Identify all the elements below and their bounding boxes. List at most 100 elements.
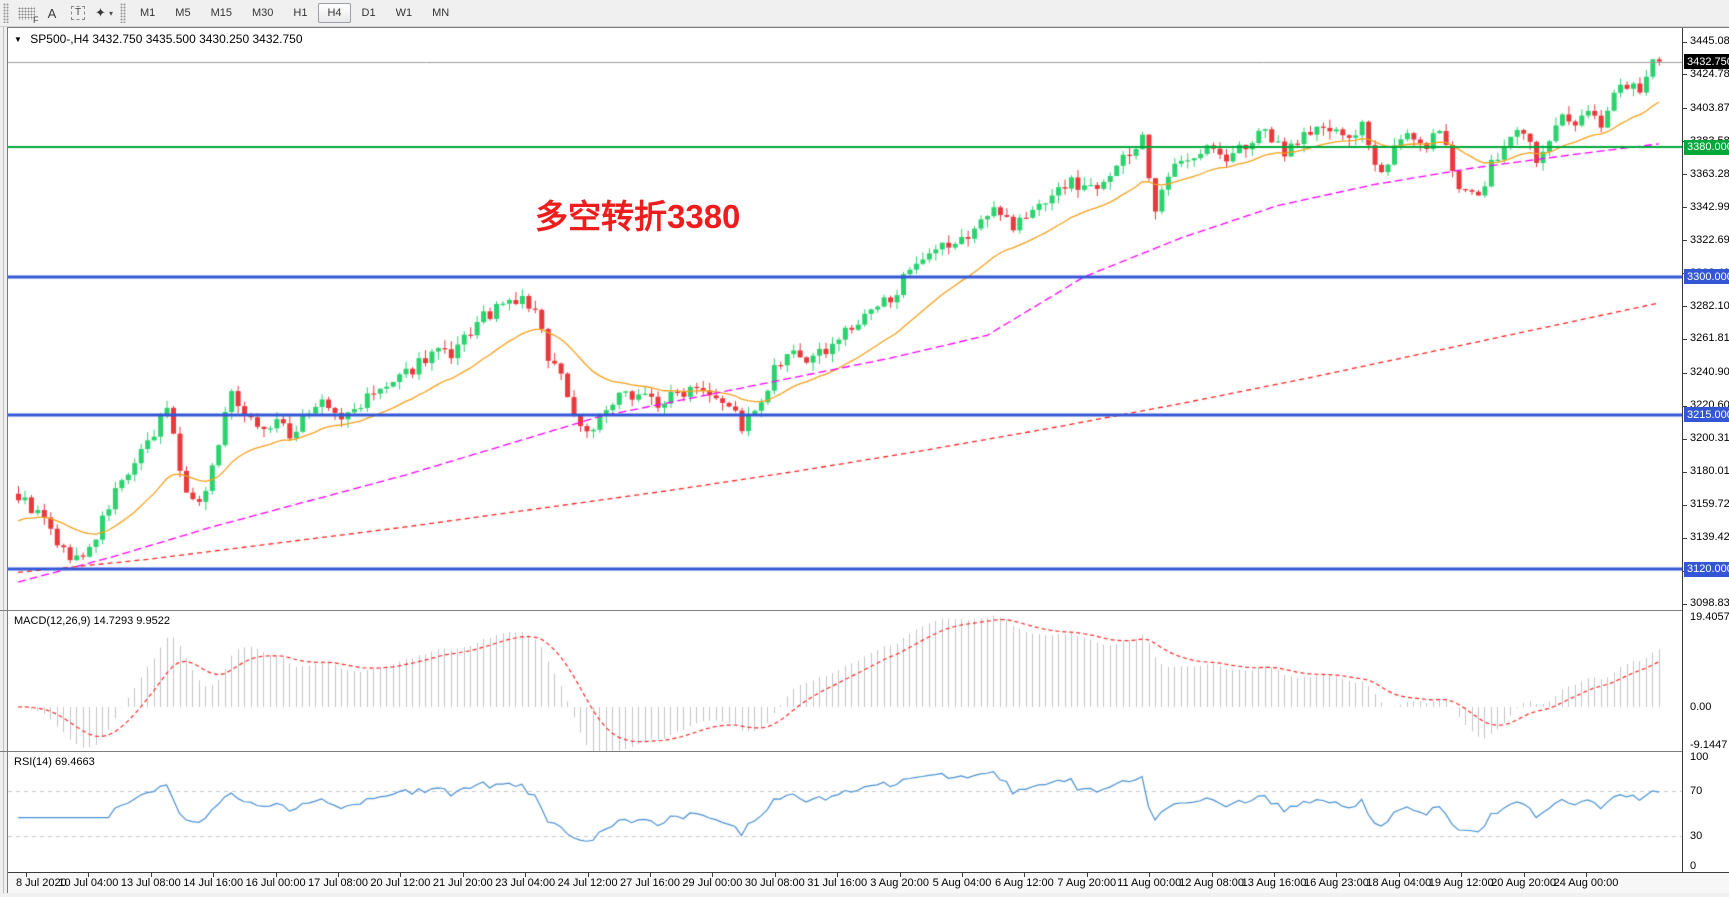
price-axis-tick (1682, 406, 1687, 407)
time-axis-tick (338, 873, 339, 877)
chart-title-dropdown-icon[interactable]: ▼ (14, 35, 22, 44)
timeframe-D1-button[interactable]: D1 (361, 7, 376, 19)
tool-text-box-button[interactable]: T (66, 2, 90, 24)
macd-chart-canvas[interactable] (8, 611, 1682, 751)
time-axis-tick (1461, 873, 1463, 877)
timeframe-H1-button[interactable]: H1 (293, 7, 308, 19)
rsi-chart-canvas[interactable] (8, 752, 1682, 872)
price-axis-label: 3261.810 (1690, 332, 1729, 345)
time-axis-tick (899, 873, 901, 877)
current-price-badge: 3432.750 (1684, 54, 1729, 69)
time-axis-label: 31 Jul 16:00 (807, 877, 868, 889)
time-axis-tick (837, 873, 839, 877)
price-axis-tick (1682, 207, 1687, 208)
price-axis-tick (1682, 306, 1687, 307)
price-axis-tick (1682, 108, 1687, 109)
time-axis-tick (1586, 873, 1587, 877)
toolbar-gripper[interactable] (3, 3, 9, 23)
price-level-badge: 3380.000 (1684, 139, 1729, 155)
text-box-icon: T (70, 6, 86, 20)
timeframe-MN-button[interactable]: MN (432, 7, 450, 19)
price-axis-label: 3159.720 (1690, 498, 1729, 511)
left-splitter[interactable] (3, 27, 4, 893)
price-axis-tick (1682, 74, 1687, 75)
price-axis-tick (1682, 505, 1687, 506)
timeframe-toolbar-gripper[interactable] (120, 3, 126, 23)
time-axis-tick (400, 873, 402, 877)
time-axis-label: 30 Jul 08:00 (744, 877, 805, 889)
toolbar-timeframes: M1 M5 M15 M30 H1 H4 D1 W1 MN (130, 0, 459, 26)
price-axis-label: 3403.875 (1690, 101, 1729, 114)
pane-separator-1[interactable] (0, 610, 1729, 611)
time-axis-tick (213, 873, 215, 877)
time-axis-label: 20 Aug 20:00 (1491, 877, 1557, 889)
price-axis-tick (1682, 439, 1687, 440)
time-axis-tick (1523, 873, 1525, 877)
macd-axis-label: 19.4057 (1690, 610, 1729, 623)
tool-arrows-button[interactable]: ✦ ▾ (92, 2, 116, 24)
time-axis-tick (587, 873, 589, 877)
time-axis-tick (774, 873, 776, 877)
price-axis-tick (1682, 604, 1687, 605)
timeframe-W1-button[interactable]: W1 (395, 7, 413, 19)
time-axis-tick (1086, 873, 1088, 877)
rsi-axis-label: 70 (1690, 785, 1703, 797)
tool-f-grid-button[interactable]: F (14, 2, 39, 25)
timeframe-M5-button[interactable]: M5 (175, 7, 191, 19)
time-axis-label: 29 Jul 00:00 (682, 877, 743, 889)
rsi-axis-label: 30 (1690, 829, 1703, 842)
price-axis-label: 3098.835 (1690, 597, 1729, 610)
price-axis-tick (1682, 174, 1687, 175)
time-axis-label: 20 Jul 12:00 (370, 877, 431, 889)
macd-axis-label: 0.00 (1690, 701, 1712, 713)
price-axis-label: 3322.695 (1690, 233, 1729, 246)
price-axis-label: 3200.310 (1690, 432, 1729, 445)
time-axis-label: 14 Jul 16:00 (183, 877, 244, 889)
time-axis-label: 17 Jul 08:00 (308, 877, 368, 889)
ohlc-readout: 3432.750 3435.500 3430.250 3432.750 (92, 32, 303, 46)
pane-separator-2[interactable] (0, 751, 1729, 752)
time-axis-tick (1211, 873, 1213, 877)
timeframe-H4-button[interactable]: H4 (318, 3, 351, 23)
price-level-badge: 3120.000 (1684, 561, 1729, 577)
price-axis-tick (1682, 472, 1687, 473)
chart-title: ▼ SP500-,H4 3432.750 3435.500 3430.250 3… (14, 32, 303, 46)
price-axis-tick (1682, 538, 1687, 539)
price-axis-tick (1682, 42, 1687, 43)
price-axis-label: 3282.105 (1690, 299, 1729, 312)
time-axis-tick (275, 873, 277, 877)
price-chart-canvas[interactable] (8, 28, 1682, 610)
time-axis-label: 24 Aug 00:00 (1553, 877, 1619, 889)
price-axis[interactable] (1682, 28, 1729, 872)
toolbar: F A T ✦ ▾ M1 M5 M15 M30 H1 H4 D1 W1 MN (0, 0, 1729, 27)
timeframe-M30-button[interactable]: M30 (251, 7, 274, 19)
time-axis-label: 10 Jul 04:00 (58, 877, 119, 889)
window-bottom-edge (0, 893, 1729, 897)
price-axis-label: 3240.900 (1690, 366, 1729, 379)
arrows-tool-icon: ✦ (95, 5, 106, 20)
dropdown-caret-icon[interactable]: ▾ (108, 8, 113, 18)
time-axis-label: 19 Aug 12:00 (1428, 877, 1494, 889)
time-axis-tick (26, 873, 27, 877)
time-axis-label: 13 Aug 16:00 (1241, 877, 1307, 889)
time-axis-label: 5 Aug 04:00 (932, 877, 992, 889)
price-axis-label: 3342.990 (1690, 200, 1729, 213)
tool-text-label-button[interactable]: A (40, 2, 64, 24)
rsi-axis-label: 0 (1690, 860, 1697, 872)
symbol-period-label: SP500-,H4 (30, 32, 89, 46)
time-axis-label: 24 Jul 12:00 (557, 877, 618, 889)
price-axis-tick (1682, 339, 1687, 340)
timeframe-M1-button[interactable]: M1 (140, 7, 156, 19)
time-axis-tick (650, 873, 651, 877)
time-axis-label: 23 Jul 04:00 (495, 877, 556, 889)
price-axis-tick (1682, 373, 1687, 374)
macd-indicator-label: MACD(12,26,9) 14.7293 9.9522 (14, 615, 170, 627)
price-axis-tick (1682, 240, 1687, 241)
f-grid-icon: F (17, 6, 39, 25)
time-axis-tick (88, 873, 90, 877)
time-axis-label: 3 Aug 20:00 (870, 877, 929, 889)
time-axis[interactable]: 8 Jul 2020 10 Jul 04:00 13 Jul 08:00 14 Jul… (8, 872, 1729, 893)
chart-window-border (7, 27, 1729, 28)
timeframe-M15-button[interactable]: M15 (210, 7, 232, 19)
time-axis-label: 16 Jul 00:00 (245, 877, 306, 889)
